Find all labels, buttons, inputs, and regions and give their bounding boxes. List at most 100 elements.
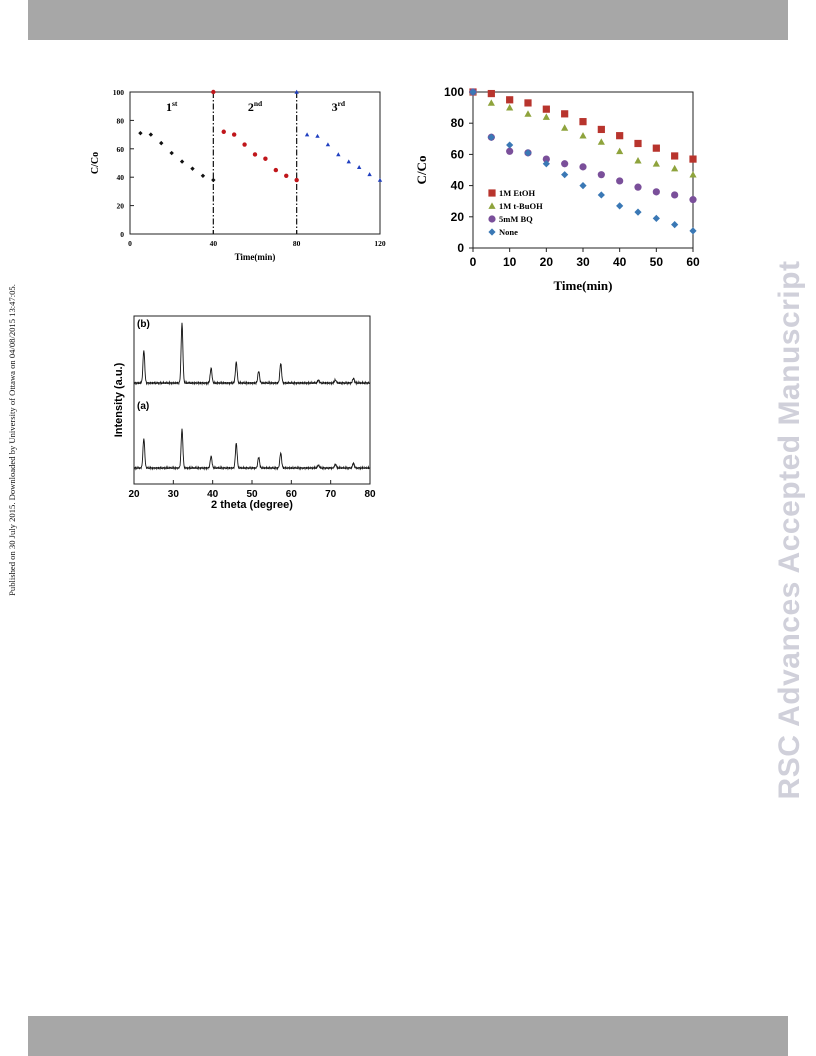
data-point <box>487 99 495 106</box>
data-point <box>336 152 341 157</box>
data-point <box>634 139 642 148</box>
data-point <box>506 96 514 104</box>
data-point <box>671 152 679 160</box>
data-point <box>148 132 154 137</box>
xrd-pattern <box>133 428 371 471</box>
data-point <box>469 88 477 96</box>
x-tick-label: 60 <box>286 489 298 500</box>
y-tick-label: 40 <box>117 173 125 182</box>
x-tick-label: 50 <box>246 489 258 500</box>
data-point <box>689 171 697 178</box>
legend-label: 1M EtOH <box>499 188 536 198</box>
legend-marker <box>488 215 496 223</box>
x-tick-label: 80 <box>293 239 301 248</box>
y-tick-label: 0 <box>457 241 464 255</box>
data-point <box>561 171 569 179</box>
cycle-label: 1st <box>166 99 178 114</box>
xrd-chart: 20 30 40 50 60 70 80 (b) (a) Intensity (a.u.) 2… <box>113 315 376 511</box>
data-point <box>579 182 587 190</box>
x-tick-label: 40 <box>207 489 219 500</box>
xrd-pattern <box>133 322 371 386</box>
data-point <box>616 177 624 185</box>
x-tick-label: 30 <box>168 489 180 500</box>
x-tick-label: 120 <box>374 239 386 248</box>
x-tick-label: 30 <box>576 255 590 269</box>
pattern-label: (a) <box>137 401 149 412</box>
y-axis-label: C/Co <box>414 156 429 185</box>
data-point <box>325 142 331 147</box>
data-point <box>597 171 605 179</box>
data-point <box>671 191 679 199</box>
y-tick-label: 100 <box>113 88 125 97</box>
data-point <box>169 150 174 156</box>
legend-marker <box>488 202 496 209</box>
x-tick-label: 0 <box>128 239 132 248</box>
legend-label: None <box>499 227 518 237</box>
plot-frame <box>133 315 371 485</box>
x-tick-label: 50 <box>650 255 664 269</box>
data-point <box>200 173 206 178</box>
legend-label: 5mM BQ <box>499 214 533 224</box>
data-point <box>597 125 605 134</box>
data-point <box>506 104 514 111</box>
data-point <box>597 138 605 145</box>
data-point <box>634 183 642 191</box>
journal-watermark: RSC Advances Accepted Manuscript <box>773 260 806 800</box>
data-point <box>561 110 569 118</box>
data-point <box>671 164 679 172</box>
data-point <box>671 221 679 229</box>
x-tick-label: 70 <box>325 489 337 500</box>
y-tick-label: 80 <box>117 116 125 125</box>
data-point <box>689 196 697 204</box>
y-axis-label: C/Co <box>90 152 101 174</box>
data-point <box>652 214 660 222</box>
plot-frame <box>129 91 381 235</box>
data-point <box>252 152 258 157</box>
data-point <box>263 156 268 161</box>
recycling-chart: 0 20 40 60 80 100 0 40 80 120 1st 2nd 3rd C/Co Tim… <box>90 88 386 262</box>
data-point <box>138 130 143 136</box>
y-tick-label: 0 <box>120 230 124 239</box>
y-tick-label: 100 <box>444 85 464 99</box>
y-tick-label: 40 <box>451 179 465 193</box>
data-point <box>294 177 299 183</box>
data-point <box>652 188 660 196</box>
data-point <box>616 132 624 140</box>
x-tick-label: 0 <box>470 255 477 269</box>
x-tick-label: 20 <box>128 489 140 500</box>
data-point <box>315 133 320 138</box>
data-point <box>616 147 624 155</box>
data-point <box>190 166 195 171</box>
x-axis-label: 2 theta (degree) <box>211 499 293 511</box>
data-point <box>561 124 569 131</box>
legend-label: 1M t-BuOH <box>499 201 543 211</box>
data-point <box>634 157 642 164</box>
data-point <box>689 155 697 163</box>
legend-marker <box>488 189 496 197</box>
data-point <box>506 141 514 149</box>
data-point <box>597 191 605 199</box>
x-axis-label: Time(min) <box>554 278 613 293</box>
x-tick-label: 60 <box>686 255 700 269</box>
x-tick-label: 40 <box>613 255 627 269</box>
scavenger-chart: 0 20 40 60 80 100 0 10 20 30 40 50 60 1M EtOH 1M t-B… <box>414 85 700 293</box>
x-tick-label: 40 <box>210 239 218 248</box>
data-point <box>221 129 226 134</box>
data-point <box>579 163 587 171</box>
x-tick-label: 80 <box>364 489 376 500</box>
data-point <box>356 165 362 170</box>
data-point <box>506 147 514 155</box>
data-point <box>542 155 550 163</box>
data-point <box>652 160 660 167</box>
legend-marker <box>488 228 496 236</box>
cycle-label: 2nd <box>248 99 263 114</box>
y-tick-label: 20 <box>117 202 125 211</box>
data-point <box>284 173 289 178</box>
data-point <box>231 132 237 137</box>
data-point <box>273 167 279 173</box>
pattern-label: (b) <box>137 319 150 330</box>
data-point <box>524 149 532 157</box>
y-tick-label: 60 <box>117 145 125 154</box>
data-point <box>579 118 587 126</box>
footer-bar <box>28 1016 788 1056</box>
